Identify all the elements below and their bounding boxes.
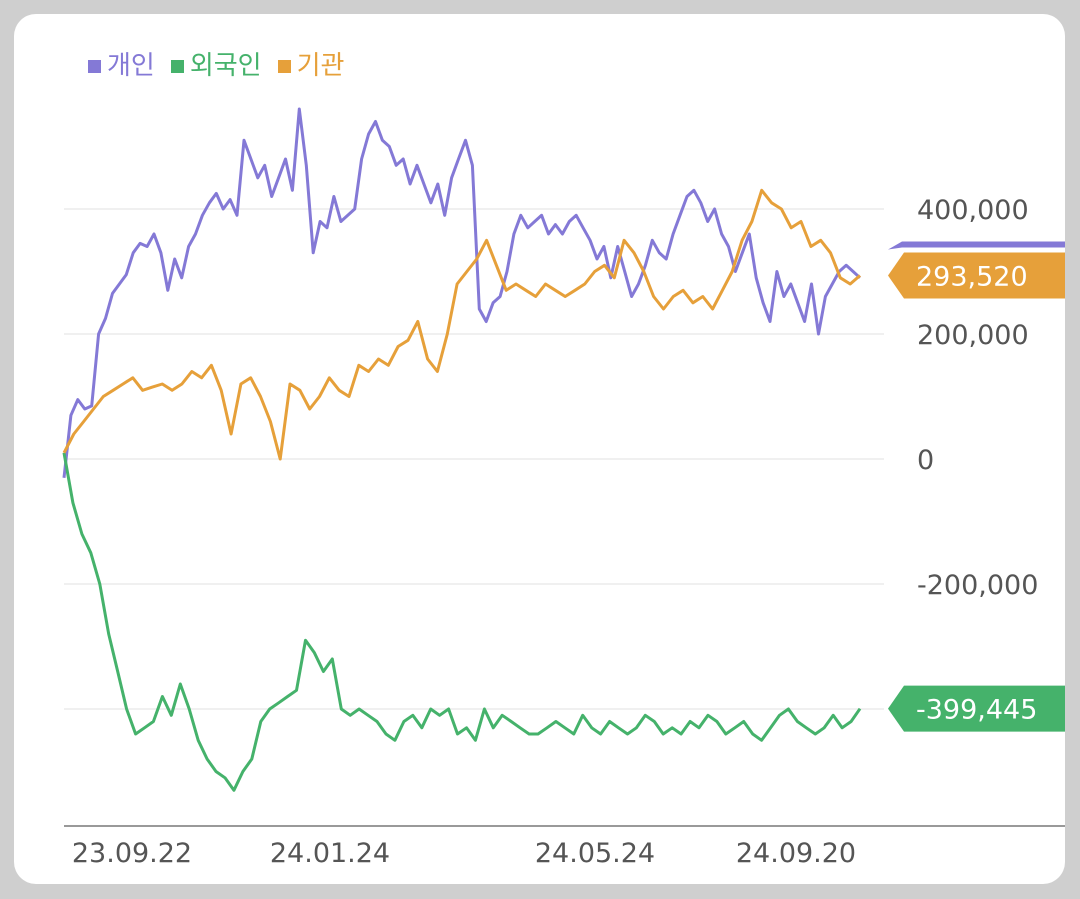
y-tick-label: 200,000 [917,320,1029,351]
legend-swatch [170,59,184,73]
series-end-marker [888,241,1065,250]
value-badge [888,685,1065,732]
grid [64,208,884,710]
x-tick-label: 24.09.20 [736,838,856,869]
y-tick-label: 400,000 [917,195,1029,226]
legend-item: 개인 [88,48,155,84]
value-badges: -399,445 293,520 [888,241,1065,732]
value-badge-label: -399,445 [916,695,1037,726]
chart-card: 개인 외국인 기관 400,000 200,000 0 -200,000 -399,445… [14,14,1065,884]
y-axis-labels: 400,000 200,000 0 -200,000 [917,195,1038,601]
legend-label: 기관 [296,51,345,81]
legend: 개인 외국인 기관 [88,48,344,84]
series-lines [62,107,862,792]
series-line [62,188,861,461]
y-tick-label: 0 [917,445,934,476]
legend-label: 개인 [107,51,155,81]
x-tick-label: 24.01.24 [270,838,390,869]
legend-swatch [277,59,291,73]
series-line [62,452,862,792]
x-tick-label: 24.05.24 [535,838,655,869]
y-tick-label: -200,000 [917,570,1038,601]
legend-label: 외국인 [189,51,262,81]
legend-swatch [88,59,101,73]
legend-item: 외국인 [170,48,262,84]
value-badge [888,252,1065,299]
x-axis: 23.09.22 24.01.24 24.05.24 24.09.20 [64,825,1065,869]
value-badge-label: 293,520 [916,262,1028,293]
legend-item: 기관 [277,48,345,84]
series-line [62,107,862,478]
x-tick-label: 23.09.22 [72,838,192,869]
